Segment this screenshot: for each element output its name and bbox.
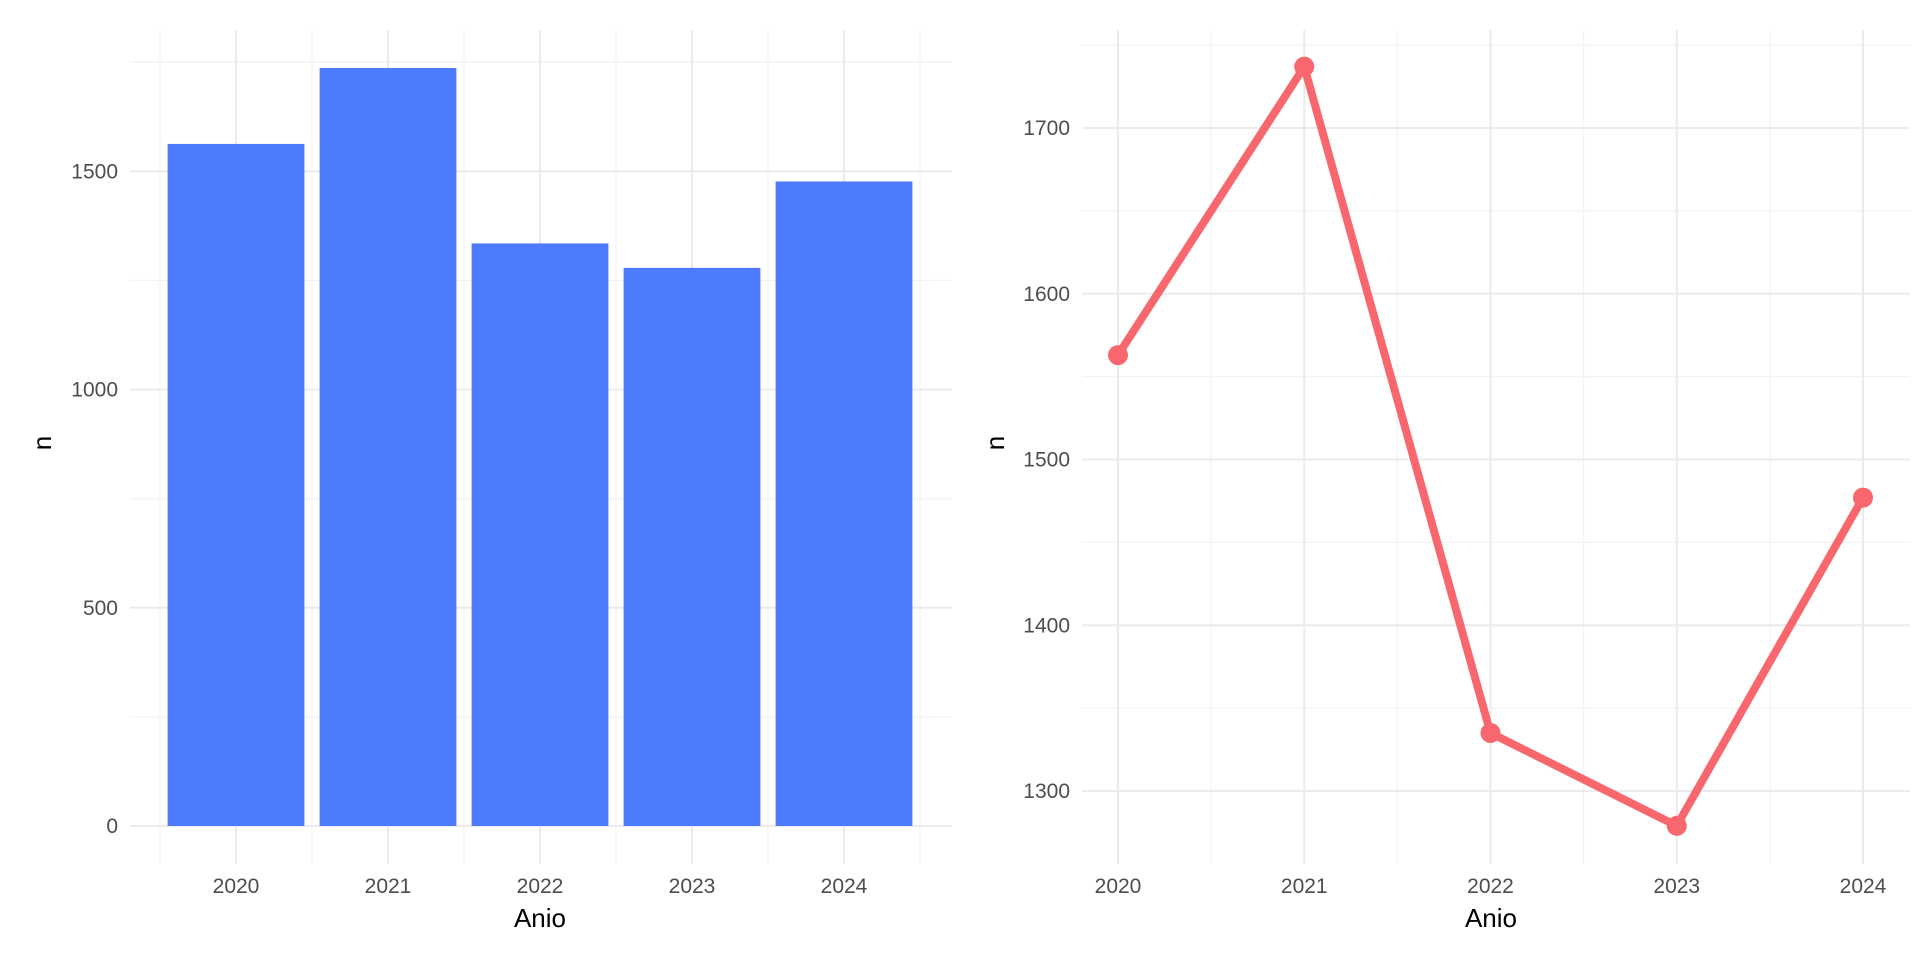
line-chart-x-axis-title: Anio xyxy=(1465,903,1517,933)
line-chart-y-tick-label: 1300 xyxy=(1023,780,1070,803)
bar-chart-y-tick-label: 500 xyxy=(83,597,118,620)
line-chart-x-tick-label: 2022 xyxy=(1467,875,1514,898)
bar-chart-y-tick-label: 1000 xyxy=(71,379,118,402)
bar-chart-x-tick-labels: 2020 2021 2022 2023 2024 xyxy=(213,875,868,898)
line-chart-x-tick-label: 2023 xyxy=(1653,875,1700,898)
bar-chart-y-tick-labels: 0 500 1000 1500 xyxy=(71,160,118,838)
bar-2022 xyxy=(471,243,609,827)
line-chart-y-axis-title: n xyxy=(980,436,1010,450)
line-chart-y-tick-label: 1500 xyxy=(1023,449,1070,472)
bar-2021 xyxy=(319,68,457,826)
line-chart-x-tick-label: 2024 xyxy=(1840,875,1887,898)
line-chart-y-tick-label: 1700 xyxy=(1023,117,1070,140)
line-chart-x-tick-label: 2021 xyxy=(1281,875,1328,898)
line-chart-gridlines xyxy=(1082,30,1910,864)
line-point-2023 xyxy=(1666,815,1687,836)
bar-2023 xyxy=(623,267,761,826)
bar-chart-panel: 0 500 1000 1500 2020 2021 2022 2023 2024 Anio n xyxy=(27,30,952,933)
line-chart-series xyxy=(1108,56,1873,836)
bar-2024 xyxy=(775,181,913,827)
bar-chart-x-axis-title: Anio xyxy=(514,903,566,933)
line-chart-x-tick-label: 2020 xyxy=(1095,875,1142,898)
bar-chart-bars xyxy=(167,68,913,827)
line-chart-x-tick-labels: 2020 2021 2022 2023 2024 xyxy=(1095,875,1887,898)
bar-chart-x-tick-label: 2021 xyxy=(365,875,412,898)
bar-2020 xyxy=(167,143,305,826)
bar-chart-x-tick-label: 2023 xyxy=(669,875,716,898)
line-chart-y-tick-label: 1600 xyxy=(1023,283,1070,306)
line-point-2020 xyxy=(1108,345,1128,366)
bar-chart-y-tick-label: 0 xyxy=(106,815,118,838)
line-point-2021 xyxy=(1294,56,1315,77)
bar-chart-x-tick-label: 2020 xyxy=(213,875,260,898)
line-chart-y-tick-label: 1400 xyxy=(1023,614,1070,637)
line-point-2024 xyxy=(1853,487,1873,508)
bar-chart-y-tick-label: 1500 xyxy=(71,160,118,183)
line-point-2022 xyxy=(1480,722,1501,743)
bar-chart-x-tick-label: 2024 xyxy=(821,875,868,898)
bar-chart-y-axis-title: n xyxy=(27,436,57,450)
bar-chart-x-tick-label: 2022 xyxy=(517,875,564,898)
line-chart-y-tick-labels: 1300 1400 1500 1600 1700 xyxy=(1023,117,1070,803)
